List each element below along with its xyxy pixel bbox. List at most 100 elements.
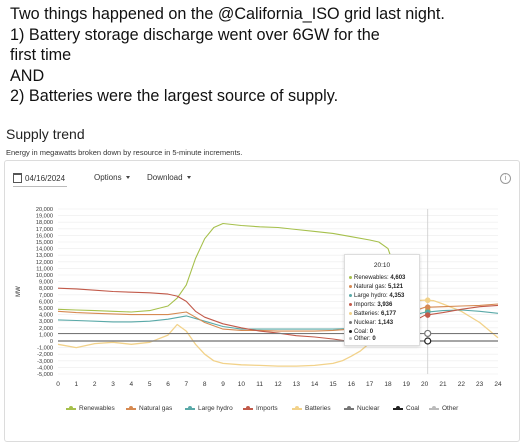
download-dropdown[interactable]: Download bbox=[147, 173, 191, 182]
tooltip-row: Large hydro: 4,353 bbox=[349, 293, 404, 299]
x-tick-label: 5 bbox=[148, 381, 152, 388]
legend-item-imports[interactable]: Imports bbox=[243, 405, 278, 412]
other-swatch bbox=[429, 406, 439, 410]
date-value: 04/16/2024 bbox=[25, 173, 66, 183]
date-picker[interactable]: 04/16/2024 bbox=[13, 173, 67, 187]
legend-item-other[interactable]: Other bbox=[429, 405, 458, 412]
tooltip-row: Other: 0 bbox=[349, 336, 376, 342]
y-axis-label: MW bbox=[16, 286, 22, 297]
x-tick-label: 10 bbox=[238, 381, 246, 388]
tooltip-value: 5,121 bbox=[388, 284, 404, 290]
tooltip-time: 20:10 bbox=[373, 262, 391, 269]
tooltip-value: 6,177 bbox=[381, 311, 397, 317]
tooltip-label: Other: bbox=[354, 336, 371, 342]
tooltip-row: Renewables: 4,603 bbox=[349, 275, 405, 281]
y-tick-label: 14,000 bbox=[36, 247, 53, 253]
y-tick-label: 16,000 bbox=[36, 233, 53, 239]
calendar-icon bbox=[13, 173, 22, 183]
x-tick-label: 6 bbox=[166, 381, 170, 388]
tooltip-row: Batteries: 6,177 bbox=[349, 311, 396, 317]
y-tick-label: 20,000 bbox=[36, 207, 53, 213]
legend-item-natural-gas[interactable]: Natural gas bbox=[126, 405, 172, 412]
options-dropdown[interactable]: Options bbox=[94, 173, 130, 182]
options-label: Options bbox=[94, 173, 122, 182]
imports-dot bbox=[349, 302, 352, 306]
y-tick-label: -2,000 bbox=[37, 352, 53, 358]
natural-gas-swatch bbox=[126, 406, 136, 410]
legend-label: Nuclear bbox=[357, 405, 380, 412]
x-tick-label: 4 bbox=[130, 381, 134, 388]
nuclear-swatch bbox=[344, 406, 354, 410]
x-tick-label: 3 bbox=[111, 381, 115, 388]
coal-dot bbox=[349, 329, 352, 333]
tooltip-label: Coal: bbox=[354, 329, 369, 335]
legend-item-coal[interactable]: Coal bbox=[393, 405, 419, 412]
series-line-imports bbox=[57, 287, 499, 344]
legend-item-large-hydro[interactable]: Large hydro bbox=[185, 405, 233, 412]
large-hydro-swatch bbox=[185, 406, 195, 410]
x-tick-label: 14 bbox=[311, 381, 319, 388]
legend-label: Natural gas bbox=[139, 405, 173, 412]
legend-item-renewables[interactable]: Renewables bbox=[66, 405, 115, 412]
tooltip-value: 4,603 bbox=[390, 275, 406, 281]
tweet-line: first time bbox=[10, 46, 72, 64]
y-tick-label: 15,000 bbox=[36, 240, 53, 246]
other-dot bbox=[349, 336, 352, 340]
x-tick-label: 13 bbox=[293, 381, 301, 388]
imports-swatch bbox=[243, 406, 253, 410]
tooltip-value: 0 bbox=[369, 329, 374, 335]
y-tick-label: 13,000 bbox=[36, 253, 53, 259]
x-tick-label: 9 bbox=[221, 381, 225, 388]
y-tick-label: 9,000 bbox=[39, 280, 53, 286]
tooltip-label: Natural gas: bbox=[354, 284, 387, 290]
legend-item-batteries[interactable]: Batteries bbox=[292, 405, 331, 412]
tweet-line: 2) Batteries were the largest source of … bbox=[10, 87, 339, 105]
y-tick-label: 12,000 bbox=[36, 260, 53, 266]
hover-point-imports bbox=[424, 312, 431, 318]
series-line-natural-gas bbox=[57, 303, 499, 332]
tweet-text: Two things happened on the @California_I… bbox=[10, 4, 520, 107]
legend-label: Imports bbox=[256, 405, 278, 412]
info-icon[interactable]: i bbox=[500, 173, 511, 184]
y-tick-label: 7,000 bbox=[39, 293, 53, 299]
legend-label: Other bbox=[442, 405, 459, 412]
y-tick-label: 10,000 bbox=[36, 273, 53, 279]
tooltip-row: Natural gas: 5,121 bbox=[349, 284, 403, 290]
chevron-down-icon bbox=[125, 176, 130, 179]
x-tick-label: 21 bbox=[439, 381, 447, 388]
x-tick-label: 12 bbox=[274, 381, 282, 388]
series-line-renewables bbox=[57, 222, 393, 313]
renewables-swatch bbox=[66, 406, 76, 410]
tooltip-value: 1,143 bbox=[378, 320, 394, 326]
y-tick-label: 8,000 bbox=[39, 286, 53, 292]
series-line-batteries bbox=[57, 299, 499, 367]
batteries-dot bbox=[349, 311, 352, 315]
coal-swatch bbox=[393, 406, 403, 410]
hover-point-batteries bbox=[424, 297, 431, 304]
card-subtitle: Energy in megawatts broken down by resou… bbox=[6, 148, 243, 157]
x-tick-label: 15 bbox=[329, 381, 337, 388]
natural-gas-dot bbox=[349, 284, 352, 288]
x-tick-label: 0 bbox=[56, 381, 60, 388]
legend-label: Renewables bbox=[79, 405, 115, 412]
y-tick-label: 5,000 bbox=[39, 306, 53, 312]
x-tick-label: 19 bbox=[403, 381, 411, 388]
y-tick-label: -1,000 bbox=[37, 346, 53, 352]
y-tick-label: -4,000 bbox=[37, 365, 53, 371]
x-tick-label: 22 bbox=[458, 381, 466, 388]
tooltip-row: Coal: 0 bbox=[349, 329, 373, 335]
series-line-large-hydro bbox=[57, 309, 499, 330]
legend-label: Batteries bbox=[305, 405, 331, 412]
legend-label: Large hydro bbox=[198, 405, 233, 412]
batteries-swatch bbox=[292, 406, 302, 410]
x-tick-label: 20 bbox=[421, 381, 429, 388]
tooltip-value: 4,353 bbox=[389, 293, 405, 299]
supply-trend-card: Supply trend Energy in megawatts broken … bbox=[0, 120, 530, 442]
x-tick-label: 8 bbox=[203, 381, 207, 388]
tooltip-value: 0 bbox=[372, 336, 376, 342]
tweet-line: Two things happened on the @California_I… bbox=[10, 5, 445, 23]
y-tick-label: 19,000 bbox=[36, 214, 53, 220]
x-tick-label: 2 bbox=[93, 381, 97, 388]
legend-item-nuclear[interactable]: Nuclear bbox=[344, 405, 379, 412]
